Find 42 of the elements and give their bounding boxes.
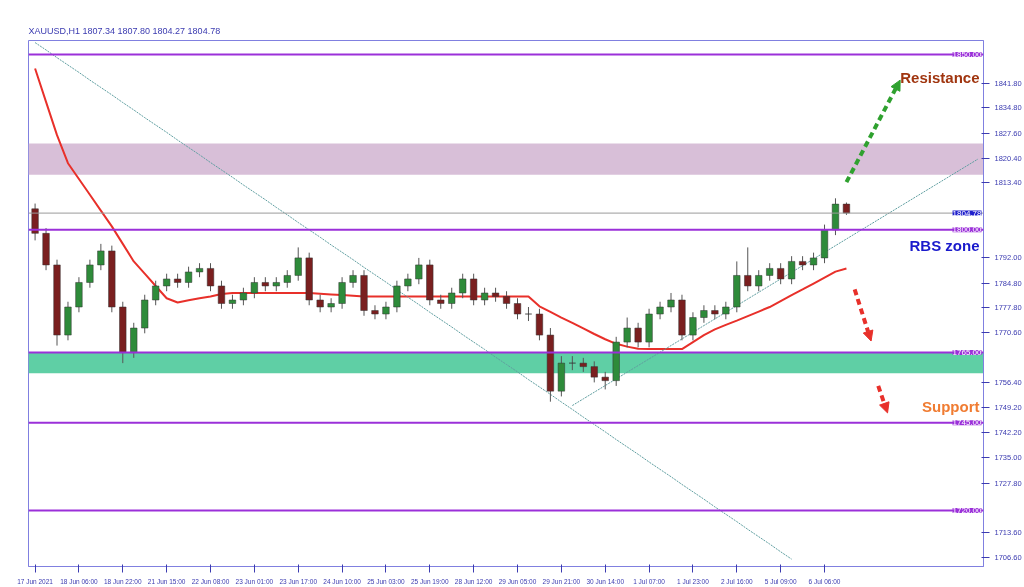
candlestick [294,246,302,282]
candlestick [513,297,522,320]
chart-title: XAUUSD,H1 1807.34 1807.80 1804.27 1804.78 [28,25,221,36]
candlestick [393,280,401,313]
candlestick [590,360,598,383]
line-series [34,42,793,560]
candlestick [250,276,258,299]
candlestick [185,266,193,289]
ref-line-label: 1800.00 [952,225,983,235]
annotation: Resistance [900,68,980,86]
candlestick [744,246,752,292]
candlestick [97,243,105,271]
candlestick [327,297,335,313]
candlestick [634,322,642,348]
candlestick [86,259,94,289]
candlestick [152,280,160,306]
ref-line-label: 1720.00 [952,505,983,515]
ref-line-label: 1804.78 [952,208,983,218]
candlestick [448,287,456,310]
candlestick [777,262,785,285]
candlestick [788,255,796,285]
candlestick [700,304,708,324]
candlestick [217,280,226,310]
line-series [34,67,848,351]
candlestick [349,269,357,289]
annotation: Support [922,397,980,415]
candlestick [206,262,215,292]
candlestick [535,308,543,341]
candlestick [711,304,719,320]
candlestick [755,269,763,292]
candlestick [459,273,467,299]
candlestick [338,276,346,310]
candlestick [623,317,631,348]
annotation: RBS zone [909,237,980,255]
candlestick [415,257,423,285]
ref-line-label: 1745.00 [952,418,983,428]
ref-line-label: 1765.00 [952,348,983,358]
candlestick [689,311,697,341]
candlestick [667,292,675,313]
candlestick [470,273,478,306]
candlestick [371,304,379,320]
ref-line-label: 1850.00 [952,50,983,60]
